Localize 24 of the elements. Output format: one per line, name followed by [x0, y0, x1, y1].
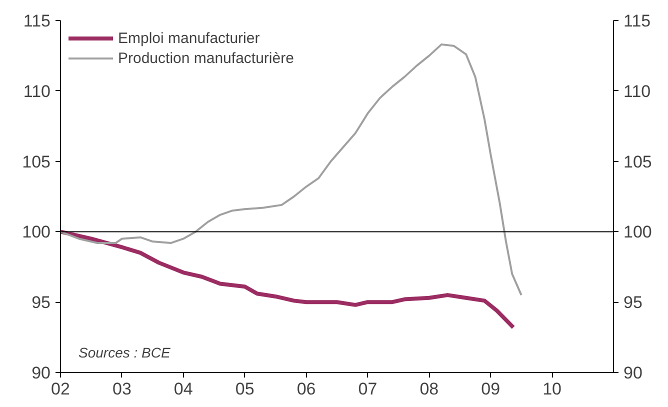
y2-tick-label: 90 — [624, 364, 642, 382]
y2-tick-label: 100 — [624, 222, 652, 242]
y2-tick-label: 105 — [624, 152, 652, 172]
x-tick-label: 10 — [542, 380, 562, 398]
y-tick-label: 115 — [23, 12, 51, 30]
y-tick-label: 90 — [32, 364, 51, 382]
x-tick-label: 08 — [420, 380, 439, 398]
x-tick-label: 07 — [358, 380, 378, 398]
legend-label: Emploi manufacturier — [118, 30, 260, 46]
y-tick-label: 100 — [22, 222, 51, 242]
x-tick-label: 03 — [112, 380, 132, 398]
y-tick-label: 110 — [23, 82, 51, 101]
x-tick-label: 09 — [481, 380, 500, 398]
y2-tick-label: 95 — [624, 293, 642, 312]
x-tick-label: 05 — [235, 380, 254, 398]
legend-label: Production manufacturière — [118, 50, 294, 66]
y2-tick-label: 115 — [624, 12, 651, 30]
y-tick-label: 105 — [22, 152, 51, 172]
y2-tick-label: 110 — [624, 82, 651, 101]
x-tick-label: 06 — [296, 380, 316, 398]
annotation: Sources : BCE — [78, 344, 171, 360]
x-tick-label: 04 — [174, 380, 193, 398]
y-tick-label: 95 — [32, 293, 51, 312]
x-tick-label: 02 — [51, 380, 70, 398]
